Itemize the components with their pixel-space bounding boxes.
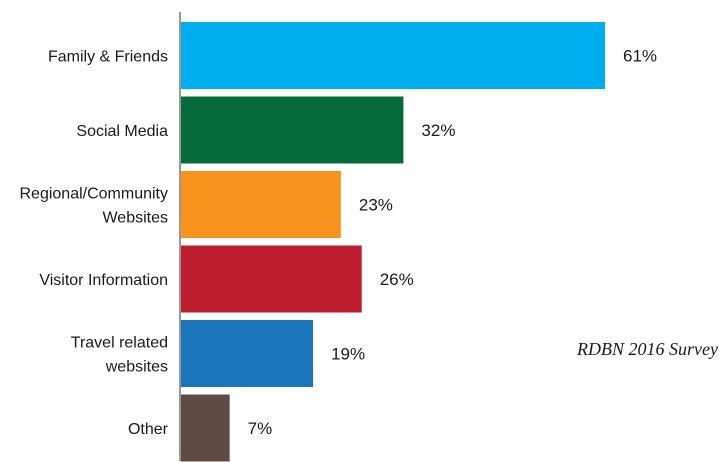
source-note: RDBN 2016 Survey	[577, 339, 718, 359]
category-label-4-1: websites	[105, 359, 168, 376]
bar-1	[181, 96, 404, 164]
bar-4	[181, 320, 314, 387]
category-label-1-0: Social Media	[76, 123, 168, 140]
bar-5	[181, 394, 230, 462]
category-label-2-0: Regional/Community	[19, 186, 168, 203]
category-label-4-0: Travel related	[71, 335, 168, 352]
value-label-0: 61%	[623, 47, 657, 66]
bar-0	[181, 22, 605, 89]
category-label-3-0: Visitor Information	[39, 272, 168, 289]
category-label-2-1: Websites	[102, 210, 168, 227]
value-labels: 61% 32% 23% 26% 19% 7%	[248, 47, 657, 439]
category-label-5-0: Other	[128, 421, 169, 438]
category-label-0-0: Family & Friends	[48, 49, 168, 66]
value-label-5: 7%	[248, 419, 273, 438]
bars-group	[181, 22, 605, 462]
value-label-3: 26%	[380, 270, 414, 289]
category-labels: Family & Friends Social Media Regional/Com…	[19, 49, 168, 439]
value-label-4: 19%	[331, 345, 365, 364]
value-label-2: 23%	[359, 196, 393, 215]
bar-2	[181, 171, 341, 238]
bar-3	[181, 245, 362, 313]
value-label-1: 32%	[421, 121, 455, 140]
